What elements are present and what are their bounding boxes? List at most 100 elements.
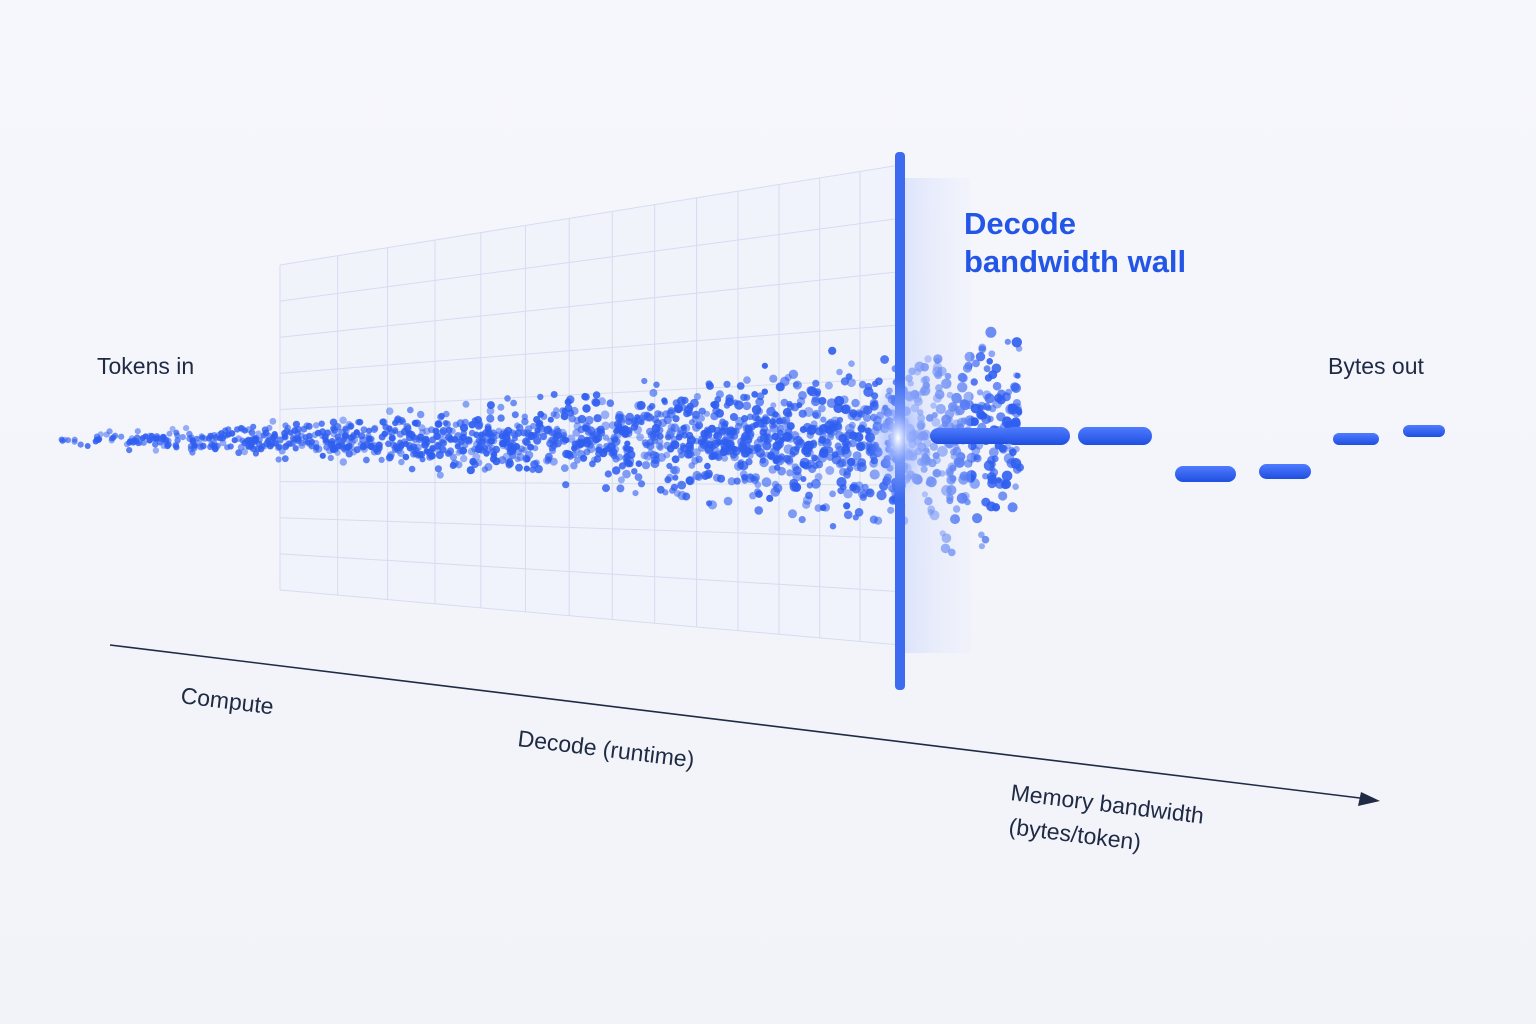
particle — [1011, 337, 1022, 348]
particle — [803, 407, 814, 417]
particle — [527, 431, 536, 441]
particle — [241, 448, 249, 456]
tokens-in-label: Tokens in — [97, 353, 194, 379]
particle — [826, 453, 834, 461]
particle — [500, 428, 508, 436]
particle — [468, 429, 476, 437]
particle — [799, 426, 807, 433]
grid-line — [279, 271, 901, 338]
particle — [730, 453, 739, 462]
particle — [313, 422, 320, 429]
grid-line — [279, 217, 901, 302]
particle — [676, 429, 685, 438]
particle — [452, 421, 460, 428]
particle — [773, 483, 783, 493]
particle — [533, 436, 542, 445]
particle — [802, 443, 813, 454]
particle — [77, 441, 84, 448]
particle — [673, 404, 683, 413]
particle — [855, 409, 864, 418]
particle — [514, 456, 521, 463]
particle — [484, 430, 492, 438]
particle — [407, 430, 416, 439]
particle — [856, 462, 867, 472]
particle — [568, 414, 576, 423]
particle — [859, 421, 868, 430]
particle — [810, 439, 817, 446]
particle — [671, 465, 681, 475]
particle — [798, 516, 806, 524]
particle — [593, 414, 602, 423]
particle — [321, 434, 329, 442]
particle — [641, 439, 649, 447]
particle — [747, 473, 754, 480]
particle — [817, 452, 828, 463]
particle — [720, 423, 729, 431]
particle — [780, 398, 789, 407]
particle — [723, 380, 731, 388]
particle — [483, 436, 490, 443]
wall-title: Decode — [964, 206, 1076, 241]
particle — [274, 444, 282, 451]
particle — [978, 543, 986, 550]
particle — [363, 456, 370, 464]
particle — [1007, 502, 1018, 513]
particle — [282, 422, 289, 429]
particle — [1010, 382, 1020, 392]
particle — [649, 388, 658, 397]
bytes-stream — [930, 425, 1445, 482]
particle — [688, 462, 696, 469]
particle — [793, 435, 803, 446]
particle — [248, 429, 256, 436]
particle — [1015, 345, 1023, 352]
particle — [767, 452, 775, 460]
particle — [684, 447, 692, 455]
particle — [640, 411, 649, 421]
particle — [970, 417, 979, 426]
particle — [564, 398, 572, 406]
particle — [545, 452, 553, 461]
particle — [841, 448, 852, 459]
byte-pill — [1078, 427, 1152, 445]
grid-line — [279, 553, 901, 593]
particle — [837, 487, 845, 495]
particle — [657, 453, 666, 462]
particle — [984, 374, 993, 382]
particle — [560, 412, 569, 421]
particle — [632, 490, 639, 497]
particle — [988, 447, 999, 458]
particle — [550, 391, 558, 398]
particle — [527, 443, 535, 451]
particle — [777, 466, 786, 476]
particle — [986, 358, 993, 365]
particle — [549, 457, 558, 466]
particle — [863, 414, 871, 422]
particle — [489, 429, 498, 437]
particle — [334, 433, 342, 441]
particle — [732, 399, 739, 406]
particle — [509, 452, 517, 460]
particle — [1001, 470, 1013, 482]
byte-pill — [1005, 427, 1070, 445]
particle — [616, 484, 625, 493]
particle — [739, 470, 748, 479]
particle — [720, 444, 729, 453]
particle — [995, 477, 1002, 484]
particle — [695, 473, 703, 481]
particle — [850, 458, 859, 467]
particle — [271, 431, 278, 438]
particle — [1001, 416, 1013, 428]
particle — [982, 473, 989, 480]
particle — [796, 397, 806, 406]
particle — [617, 418, 626, 427]
particle — [875, 377, 883, 386]
particle — [791, 463, 800, 472]
particle — [160, 442, 167, 449]
particle — [798, 409, 807, 418]
particle — [134, 428, 141, 435]
particle — [418, 424, 426, 432]
particle — [814, 504, 823, 512]
particle — [435, 420, 443, 428]
particle — [521, 417, 529, 426]
particle — [392, 419, 399, 427]
